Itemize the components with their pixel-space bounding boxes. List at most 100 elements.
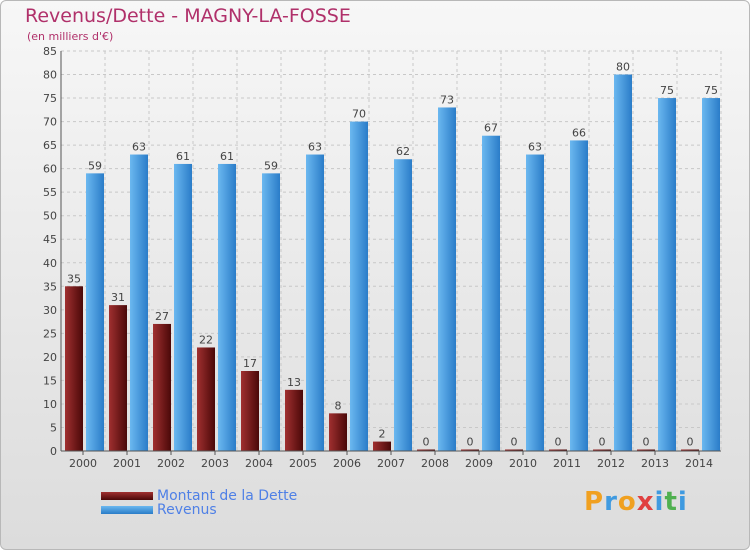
- legend-swatch-revenus: [101, 506, 153, 514]
- legend-item-revenus: Revenus: [101, 502, 217, 518]
- y-tick-label: 30: [43, 304, 57, 317]
- bar-revenus: [438, 107, 456, 452]
- bar-dette: [417, 449, 435, 451]
- y-tick-label: 35: [43, 280, 57, 293]
- chart-subtitle: (en milliers d'€): [27, 30, 114, 43]
- bar-revenus: [262, 173, 280, 451]
- x-tick-label: 2001: [113, 457, 141, 470]
- y-tick-label: 70: [43, 116, 57, 129]
- value-label: 22: [199, 333, 213, 346]
- value-label: 66: [572, 126, 586, 139]
- y-tick-label: 0: [50, 445, 57, 458]
- y-tick-label: 10: [43, 398, 57, 411]
- value-label: 73: [440, 93, 454, 106]
- value-label: 63: [308, 141, 322, 154]
- bar-dette: [153, 323, 171, 451]
- bar-revenus: [702, 98, 720, 451]
- value-label: 62: [396, 145, 410, 158]
- bar-dette: [505, 449, 523, 451]
- y-tick-label: 5: [50, 421, 57, 434]
- value-label: 27: [155, 310, 169, 323]
- value-label: 35: [67, 272, 81, 285]
- logo-letter: t: [664, 487, 678, 517]
- y-tick-label: 65: [43, 139, 57, 152]
- value-label: 0: [467, 436, 474, 449]
- value-label: 59: [264, 159, 278, 172]
- x-tick-label: 2003: [201, 457, 229, 470]
- logo-letter: i: [654, 487, 665, 517]
- bar-revenus: [526, 154, 544, 451]
- y-tick-label: 40: [43, 257, 57, 270]
- bar-dette: [241, 371, 259, 451]
- logo-letter: o: [617, 487, 637, 517]
- bar-revenus: [614, 74, 632, 451]
- logo-letter: i: [677, 487, 688, 517]
- value-label: 67: [484, 122, 498, 135]
- y-tick-label: 75: [43, 92, 57, 105]
- bar-revenus: [570, 140, 588, 452]
- value-label: 63: [528, 141, 542, 154]
- value-label: 59: [88, 159, 102, 172]
- x-tick-label: 2005: [289, 457, 317, 470]
- value-label: 63: [132, 141, 146, 154]
- x-tick-label: 2000: [69, 457, 97, 470]
- bar-revenus: [394, 159, 412, 451]
- value-label: 0: [687, 436, 694, 449]
- grid-lines: [60, 50, 722, 452]
- x-tick-label: 2002: [157, 457, 185, 470]
- bar-revenus: [306, 154, 324, 451]
- bar-dette: [681, 449, 699, 451]
- value-label: 0: [423, 436, 430, 449]
- bar-revenus: [658, 98, 676, 451]
- legend-item-dette: Montant de la Dette: [101, 488, 298, 504]
- value-label: 80: [616, 61, 630, 74]
- bar-dette: [197, 347, 215, 451]
- bar-dette: [65, 286, 83, 451]
- x-tick-label: 2006: [333, 457, 361, 470]
- bar-dette: [461, 449, 479, 451]
- value-label: 61: [220, 150, 234, 163]
- value-label: 31: [111, 291, 125, 304]
- x-tick-label: 2013: [641, 457, 669, 470]
- x-tick-label: 2004: [245, 457, 273, 470]
- y-tick-label: 85: [43, 45, 57, 58]
- x-tick-label: 2008: [421, 457, 449, 470]
- y-tick-label: 50: [43, 210, 57, 223]
- value-label: 61: [176, 150, 190, 163]
- bar-revenus: [130, 154, 148, 451]
- value-label: 0: [511, 436, 518, 449]
- bar-revenus: [218, 163, 236, 452]
- x-tick-label: 2014: [685, 457, 713, 470]
- logo-letter: r: [604, 487, 618, 517]
- y-tick-label: 45: [43, 233, 57, 246]
- value-label: 0: [555, 436, 562, 449]
- bar-revenus: [482, 135, 500, 452]
- bar-revenus: [174, 163, 192, 452]
- bar-revenus: [86, 173, 104, 451]
- x-tick-label: 2012: [597, 457, 625, 470]
- x-tick-label: 2009: [465, 457, 493, 470]
- bar-dette: [109, 305, 127, 451]
- logo-letter: x: [636, 487, 655, 517]
- legend-label-dette: Montant de la Dette: [157, 488, 298, 504]
- y-tick-label: 25: [43, 327, 57, 340]
- bar-revenus: [350, 121, 368, 452]
- value-label: 70: [352, 108, 366, 121]
- bar-dette: [329, 413, 347, 451]
- value-label: 13: [287, 376, 301, 389]
- x-tick-label: 2010: [509, 457, 537, 470]
- bar-dette: [593, 449, 611, 451]
- x-tick-label: 2011: [553, 457, 581, 470]
- y-tick-label: 20: [43, 351, 57, 364]
- value-label: 17: [243, 357, 257, 370]
- x-tick-label: 2007: [377, 457, 405, 470]
- value-label: 2: [379, 428, 386, 441]
- value-label: 75: [704, 84, 718, 97]
- value-label: 75: [660, 84, 674, 97]
- bar-dette: [637, 449, 655, 451]
- bars: [65, 74, 720, 452]
- bar-dette: [373, 441, 391, 451]
